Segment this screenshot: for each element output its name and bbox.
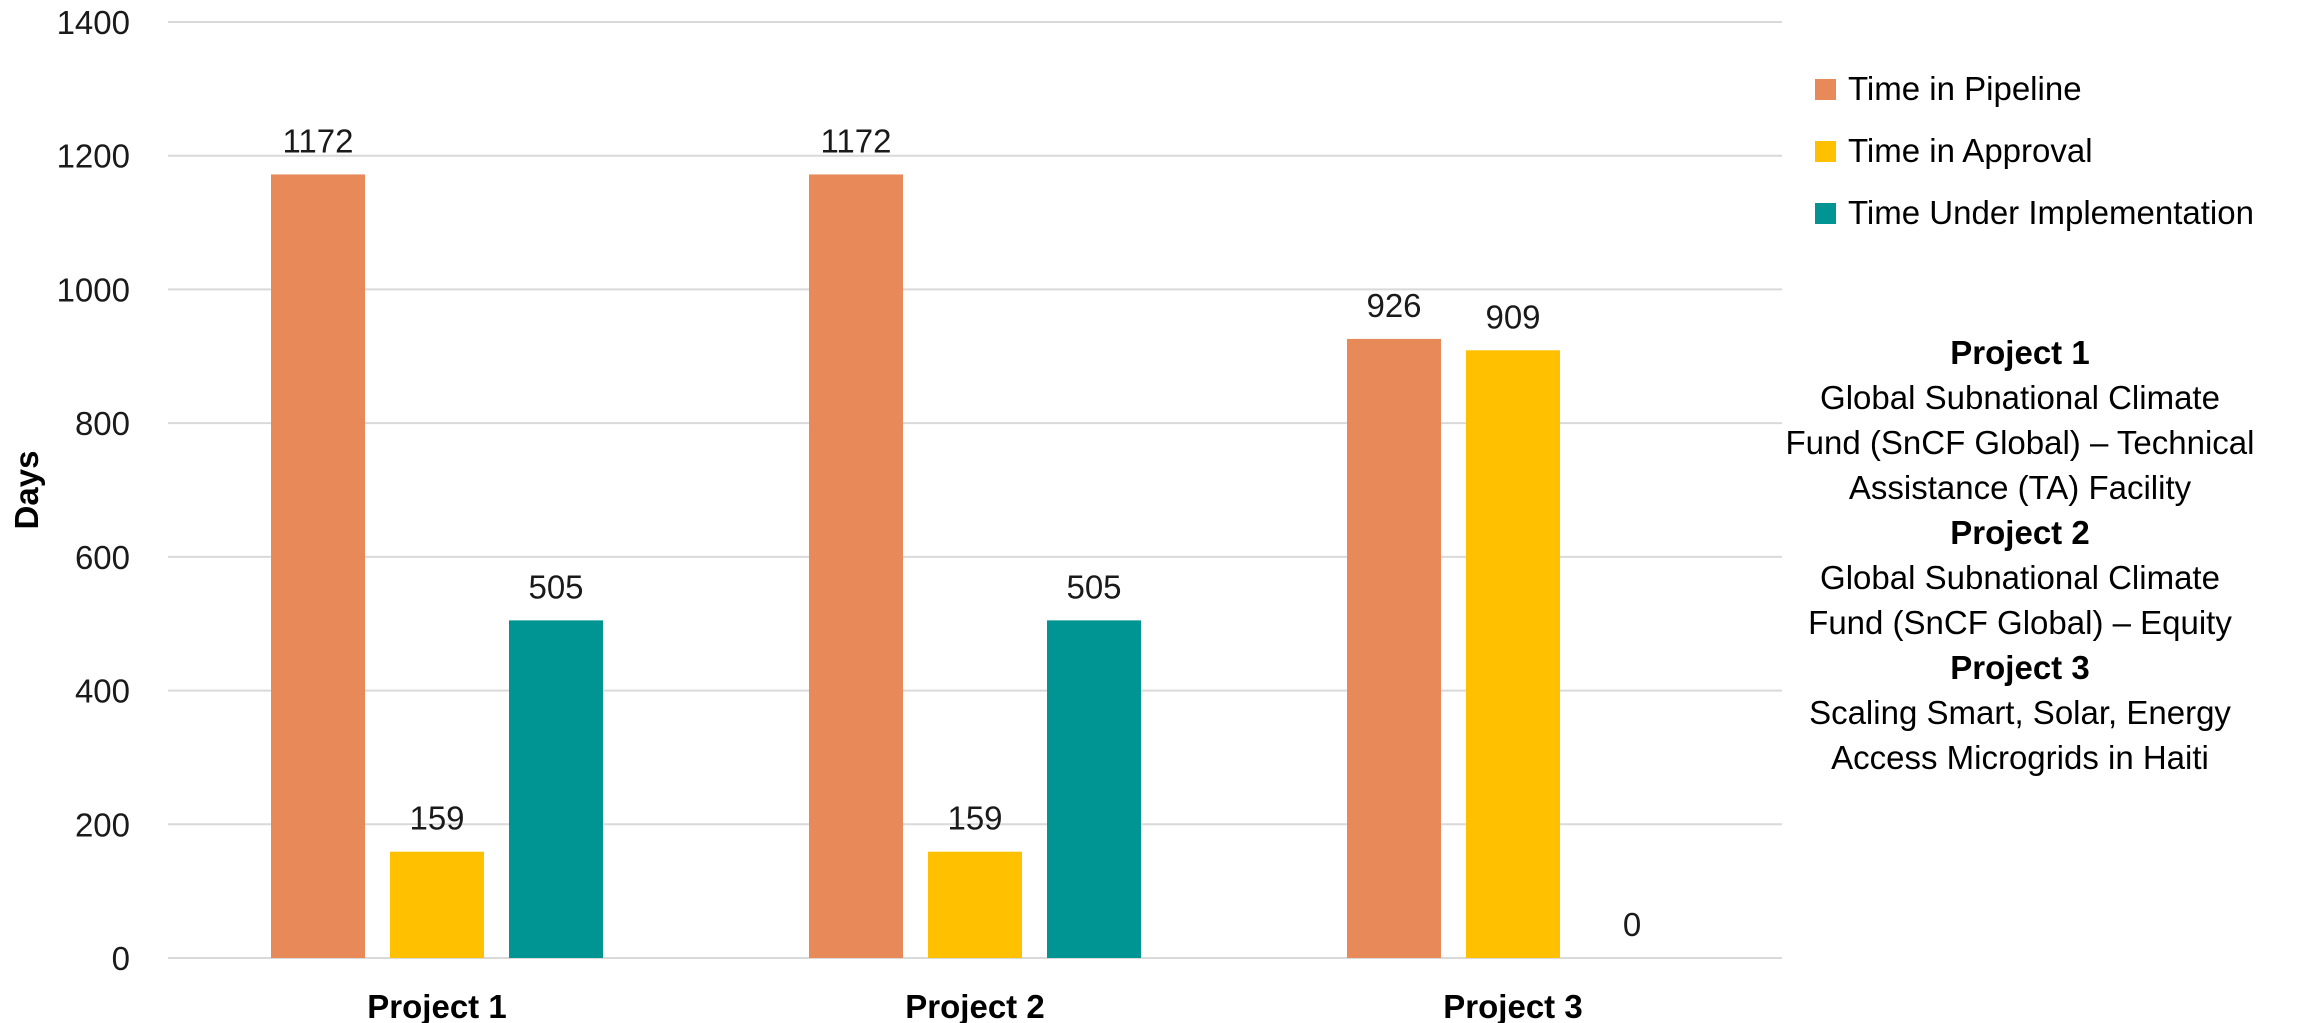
legend-item-implementation: Time Under Implementation: [1815, 182, 2285, 244]
data-label: 1172: [283, 122, 354, 159]
y-tick-label: 800: [75, 405, 130, 442]
note-line: Assistance (TA) Facility: [1848, 469, 2192, 506]
data-label: 909: [1485, 298, 1540, 335]
x-category-label: Project 1: [367, 988, 506, 1023]
note-line: Access Microgrids in Haiti: [1831, 739, 2209, 776]
bar-time-under-implementation: [509, 620, 603, 958]
bar-time-in-pipeline: [1347, 338, 1441, 959]
data-label: 0: [1623, 906, 1641, 943]
x-category-label: Project 2: [905, 988, 1044, 1023]
legend: Time in Pipeline Time in Approval Time U…: [1815, 58, 2285, 244]
note-line: Scaling Smart, Solar, Energy: [1809, 694, 2231, 731]
legend-swatch-approval: [1815, 140, 1836, 162]
x-category-label: Project 3: [1443, 988, 1582, 1023]
note-title: Project 2: [1950, 514, 2090, 551]
legend-label-approval: Time in Approval: [1848, 132, 2093, 169]
legend-swatch-pipeline: [1815, 78, 1836, 100]
note-line: Global Subnational Climate: [1820, 559, 2220, 596]
y-axis-label: Days: [8, 451, 45, 530]
y-tick-label: 400: [75, 673, 130, 710]
data-labels: 1172 159 505 1172 159 505 926 909 0: [283, 122, 1642, 943]
bar-time-in-pipeline: [271, 174, 365, 959]
legend-swatch-implementation: [1815, 202, 1836, 224]
bar-time-in-approval: [1466, 350, 1560, 959]
note-title: Project 1: [1950, 334, 2090, 371]
data-label: 159: [947, 800, 1002, 837]
legend-item-approval: Time in Approval: [1815, 120, 2285, 182]
data-label: 159: [409, 800, 464, 837]
y-axis-ticks: 0 200 400 600 800 1000 1200 1400: [57, 4, 130, 977]
y-tick-label: 1200: [57, 138, 130, 175]
note-line: Fund (SnCF Global) – Technical: [1785, 424, 2255, 461]
legend-label-pipeline: Time in Pipeline: [1848, 70, 2082, 107]
y-tick-label: 1400: [57, 4, 130, 41]
note-project-2: Project 2 Global Subnational Climate Fun…: [1785, 510, 2255, 645]
data-label: 505: [1066, 568, 1121, 605]
bar-time-in-approval: [928, 851, 1022, 958]
project-notes: Project 1 Global Subnational Climate Fun…: [1785, 330, 2255, 780]
y-tick-label: 1000: [57, 271, 130, 308]
note-line: Fund (SnCF Global) – Equity: [1808, 604, 2232, 641]
bar-time-in-approval: [390, 851, 484, 958]
note-line: Global Subnational Climate: [1820, 379, 2220, 416]
legend-label-implementation: Time Under Implementation: [1848, 194, 2254, 231]
x-axis-categories: Project 1 Project 2 Project 3: [367, 988, 1582, 1023]
note-title: Project 3: [1950, 649, 2090, 686]
y-tick-label: 200: [75, 806, 130, 843]
gridlines: [168, 21, 1782, 959]
bars: [271, 174, 1560, 959]
bar-time-under-implementation: [1047, 620, 1141, 958]
y-tick-label: 0: [112, 940, 130, 977]
data-label: 505: [528, 568, 583, 605]
y-tick-label: 600: [75, 539, 130, 576]
bar-time-in-pipeline: [809, 174, 903, 959]
note-project-3: Project 3 Scaling Smart, Solar, Energy A…: [1785, 645, 2255, 780]
data-label: 1172: [821, 122, 892, 159]
legend-item-pipeline: Time in Pipeline: [1815, 58, 2285, 120]
note-project-1: Project 1 Global Subnational Climate Fun…: [1785, 330, 2255, 510]
data-label: 926: [1366, 287, 1421, 324]
